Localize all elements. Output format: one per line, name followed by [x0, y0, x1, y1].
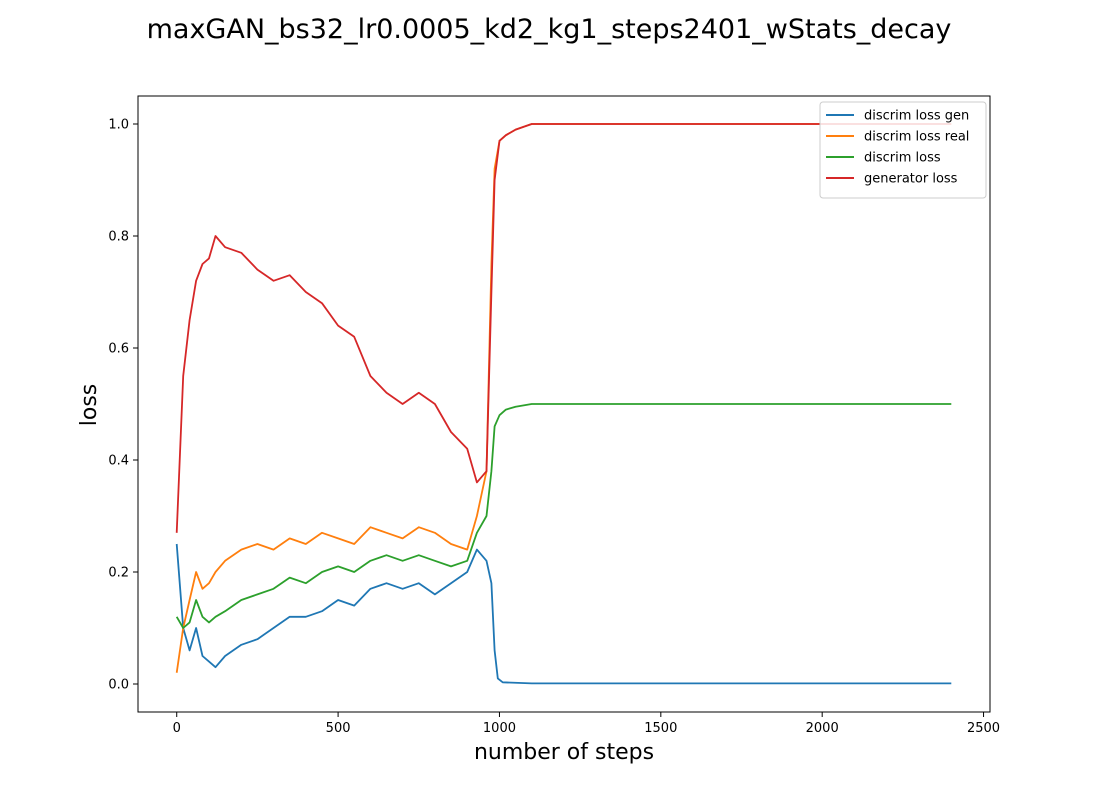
legend-entry: discrim loss real: [864, 130, 969, 145]
x-tick-label: 2000: [806, 721, 839, 736]
legend-box: [819, 101, 987, 199]
series-line-3: [175, 403, 952, 629]
plot-frame: [137, 95, 991, 713]
y-tick-label: 0.4: [108, 454, 129, 469]
legend-entry: discrim loss gen: [864, 109, 969, 124]
y-tick-label: 0.6: [108, 342, 129, 357]
x-tick-label: 0: [173, 721, 181, 736]
series-line-1: [175, 543, 952, 685]
legend-entry: generator loss: [864, 172, 958, 187]
x-tick-label: 2500: [967, 721, 1000, 736]
y-tick-label: 1.0: [108, 118, 129, 133]
series-group: [175, 123, 952, 685]
x-axis-label: number of steps: [474, 740, 654, 765]
legend-entry: discrim loss: [864, 151, 941, 166]
y-tick-label: 0.2: [108, 566, 129, 581]
x-axis: 0 500 1000 1500 2000 2500: [173, 712, 1000, 736]
series-line-4: [175, 123, 952, 533]
y-axis-label: loss: [77, 384, 102, 427]
y-tick-label: 0.0: [108, 678, 129, 693]
x-tick-label: 1500: [644, 721, 677, 736]
y-axis: 0.0 0.2 0.4 0.6 0.8 1.0: [108, 118, 138, 693]
y-tick-label: 0.8: [108, 230, 129, 245]
x-tick-label: 500: [326, 721, 351, 736]
legend: discrim loss gen discrim loss real discrim…: [819, 101, 987, 199]
chart-title: maxGAN_bs32_lr0.0005_kd2_kg1_steps2401_w…: [147, 14, 952, 45]
series-line-2: [175, 123, 952, 673]
x-tick-label: 1000: [483, 721, 516, 736]
